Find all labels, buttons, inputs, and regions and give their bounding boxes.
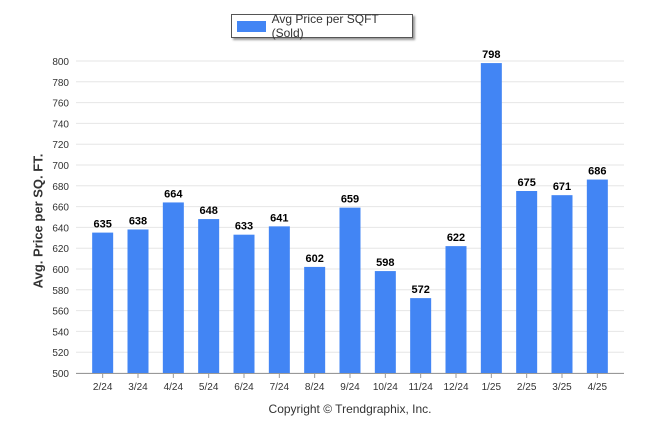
x-tick-label: 9/24 [340,382,360,393]
y-tick-label: 800 [52,57,69,68]
y-tick-label: 640 [52,223,69,234]
bar[interactable] [233,234,255,373]
y-tick-label: 740 [52,119,69,130]
y-axis-label: Avg. Price per SQ. FT. [30,153,46,289]
y-tick-label: 580 [52,286,69,297]
y-tick-label: 520 [52,348,69,359]
bar-value-label: 671 [553,181,571,193]
bar[interactable] [339,207,361,373]
bar-value-label: 641 [270,212,288,224]
x-tick-label: 1/25 [482,382,502,393]
bar[interactable] [445,246,467,373]
bar-value-label: 648 [199,205,217,217]
y-tick-label: 560 [52,307,69,318]
bar-value-label: 659 [341,194,359,206]
y-tick-label: 620 [52,244,69,255]
bar-value-label: 664 [164,188,183,200]
y-tick-label: 500 [52,369,69,380]
x-tick-label: 6/24 [234,382,254,393]
bar[interactable] [410,298,432,373]
bar-value-label: 675 [517,177,535,189]
bar-value-label: 798 [482,49,500,61]
y-tick-label: 720 [52,140,69,151]
bar-value-label: 686 [588,166,606,178]
bar[interactable] [268,226,290,373]
x-tick-label: 3/25 [552,382,572,393]
x-tick-label: 7/24 [270,382,290,393]
bar-value-label: 598 [376,257,394,269]
copyright-text: Copyright © Trendgraphix, Inc. [268,402,432,416]
legend-swatch [237,20,266,32]
bar[interactable] [127,229,149,373]
bar-value-label: 572 [411,284,429,296]
y-tick-label: 540 [52,327,69,338]
bar-value-label: 622 [447,232,465,244]
x-tick-label: 4/25 [588,382,608,393]
y-tick-label: 680 [52,182,69,193]
bar-value-label: 633 [235,221,253,233]
x-tick-label: 4/24 [164,382,184,393]
bars [92,63,608,373]
bar[interactable] [516,191,538,373]
x-tick-label: 3/24 [128,382,148,393]
y-tick-label: 600 [52,265,69,276]
bar[interactable] [198,219,220,373]
x-tick-label: 8/24 [305,382,325,393]
y-tick-label: 780 [52,78,69,89]
bar[interactable] [586,179,608,373]
bar[interactable] [551,195,573,373]
legend-label: Avg Price per SQFT (Sold) [271,12,379,40]
y-tick-label: 660 [52,203,69,214]
bar[interactable] [374,271,396,373]
y-axis-ticks: 500 520 540 560 580 600 620 640 660 680 700 720 740 7… [52,57,69,380]
x-tick-label: 12/24 [443,382,468,393]
bar[interactable] [92,232,114,373]
y-tick-label: 700 [52,161,69,172]
bar-value-label: 638 [129,215,147,227]
bar-data-labels: 635 638 664 648 633 641 602 659 598 572 622 798 675 6… [93,49,606,296]
x-tick-label: 5/24 [199,382,219,393]
x-tick-label: 2/24 [93,382,113,393]
bar[interactable] [304,266,326,373]
y-tick-label: 760 [52,99,69,110]
x-axis-ticks: 2/24 3/24 4/24 5/24 6/24 7/24 8/24 9/24 10/24 11/… [93,373,608,393]
bar[interactable] [162,202,184,373]
x-tick-label: 11/24 [409,382,434,393]
legend[interactable]: Avg Price per SQFT (Sold) [231,12,413,40]
bar[interactable] [480,63,502,373]
x-tick-label: 2/25 [517,382,537,393]
bar-value-label: 635 [93,219,111,231]
x-tick-label: 10/24 [373,382,398,393]
bar-value-label: 602 [305,253,323,265]
